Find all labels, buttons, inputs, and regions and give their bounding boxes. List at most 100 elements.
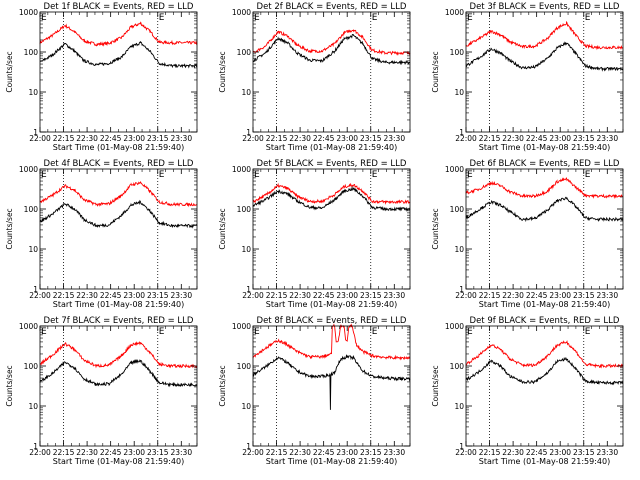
y-tick-label: 1: [459, 128, 464, 137]
corner-e-label: E: [41, 170, 47, 180]
x-tick-label: 22:15: [479, 291, 501, 300]
x-axis-label: Start Time (01-May-08 21:59:40): [53, 300, 184, 309]
x-tick-label: 23:15: [573, 291, 595, 300]
x-tick-label: 23:00: [123, 291, 145, 300]
panel-title: Det 2f BLACK = Events, RED = LLD: [257, 2, 407, 12]
y-axis-label: Counts/sec: [218, 365, 227, 406]
x-tick-label: 22:15: [53, 448, 75, 457]
corner-e-label: E: [585, 170, 591, 180]
x-tick-label: 23:15: [360, 134, 382, 143]
x-tick-label: 23:00: [549, 448, 571, 457]
x-tick-label: 22:30: [289, 448, 311, 457]
corner-e-label: E: [467, 13, 473, 23]
y-tick-label: 1: [246, 285, 251, 294]
y-tick-label: 1: [459, 285, 464, 294]
x-tick-label: 22:30: [502, 291, 524, 300]
lld-series-line: [252, 29, 411, 56]
corner-e-label: E: [467, 327, 473, 337]
x-tick-label: 22:15: [479, 448, 501, 457]
x-tick-label: 23:15: [360, 448, 382, 457]
x-tick-label: 23:15: [147, 134, 169, 143]
detector-panel-2: Det 2f BLACK = Events, RED = LLD 1 10 100 10…: [218, 2, 411, 152]
x-tick-label: 23:30: [383, 134, 405, 143]
y-axis-label: Counts/sec: [431, 365, 440, 406]
y-tick-label: 100: [237, 362, 252, 371]
detector-panel-3: Det 3f BLACK = Events, RED = LLD 1 10 100 10…: [431, 2, 624, 152]
x-tick-label: 22:00: [455, 134, 477, 143]
x-tick-label: 23:30: [170, 134, 192, 143]
lld-series-line: [39, 341, 198, 369]
events-series-line: [465, 196, 624, 223]
y-axis-label: Counts/sec: [218, 51, 227, 92]
corner-e-label: E: [467, 170, 473, 180]
y-tick-label: 10: [28, 402, 38, 411]
x-axis-label: Start Time (01-May-08 21:59:40): [53, 143, 184, 152]
x-tick-label: 22:15: [266, 134, 288, 143]
x-tick-label: 23:30: [170, 291, 192, 300]
y-tick-label: 10: [454, 402, 464, 411]
lld-series-line: [252, 182, 411, 205]
y-tick-label: 10: [241, 88, 251, 97]
y-tick-label: 1: [33, 442, 38, 451]
y-axis-label: Counts/sec: [431, 208, 440, 249]
x-tick-label: 22:45: [100, 291, 122, 300]
panel-title: Det 4f BLACK = Events, RED = LLD: [44, 159, 194, 169]
corner-e-label: E: [254, 170, 260, 180]
events-series-line: [40, 40, 198, 69]
detector-panel-1: Det 1f BLACK = Events, RED = LLD 1 10 100 10…: [5, 2, 198, 152]
x-axis-label: Start Time (01-May-08 21:59:40): [266, 300, 397, 309]
y-axis-label: Counts/sec: [218, 208, 227, 249]
y-tick-label: 1000: [19, 322, 38, 331]
y-tick-label: 10: [454, 88, 464, 97]
x-tick-label: 23:30: [596, 448, 618, 457]
y-axis-label: Counts/sec: [5, 51, 14, 92]
y-tick-label: 10: [28, 88, 38, 97]
x-tick-label: 23:00: [549, 134, 571, 143]
y-tick-label: 1: [459, 442, 464, 451]
x-tick-label: 23:30: [596, 291, 618, 300]
x-tick-label: 22:00: [242, 134, 264, 143]
y-tick-label: 10: [454, 245, 464, 254]
detector-panel-7: Det 7f BLACK = Events, RED = LLD 1 10 100 10…: [5, 316, 198, 466]
y-tick-label: 10: [28, 245, 38, 254]
events-series-line: [466, 41, 624, 72]
x-tick-label: 22:00: [29, 448, 51, 457]
x-tick-label: 22:00: [242, 448, 264, 457]
lld-series-line: [465, 340, 624, 369]
x-tick-label: 23:30: [383, 291, 405, 300]
x-axis-label: Start Time (01-May-08 21:59:40): [266, 143, 397, 152]
panel-title: Det 8f BLACK = Events, RED = LLD: [257, 316, 407, 326]
y-tick-label: 100: [450, 362, 465, 371]
panel-title: Det 3f BLACK = Events, RED = LLD: [470, 2, 620, 12]
corner-e-label: E: [41, 13, 47, 23]
corner-e-label: E: [372, 13, 378, 23]
x-tick-label: 23:00: [123, 448, 145, 457]
x-tick-label: 22:45: [100, 448, 122, 457]
corner-e-label: E: [159, 170, 165, 180]
x-axis-label: Start Time (01-May-08 21:59:40): [266, 457, 397, 466]
x-tick-label: 23:00: [336, 134, 358, 143]
x-tick-label: 23:15: [147, 291, 169, 300]
y-tick-label: 100: [24, 48, 39, 57]
panel-title: Det 5f BLACK = Events, RED = LLD: [257, 159, 407, 169]
x-tick-label: 22:30: [289, 134, 311, 143]
x-tick-label: 22:45: [313, 448, 335, 457]
x-axis-label: Start Time (01-May-08 21:59:40): [479, 300, 610, 309]
x-axis-label: Start Time (01-May-08 21:59:40): [479, 457, 610, 466]
x-tick-label: 23:00: [123, 134, 145, 143]
x-tick-label: 22:30: [502, 134, 524, 143]
events-series-line: [252, 185, 411, 212]
y-tick-label: 1000: [445, 165, 464, 174]
x-tick-label: 22:15: [479, 134, 501, 143]
x-tick-label: 23:15: [147, 448, 169, 457]
x-tick-label: 22:15: [266, 448, 288, 457]
corner-e-label: E: [159, 13, 165, 23]
y-tick-label: 10: [241, 245, 251, 254]
corner-e-label: E: [41, 327, 47, 337]
lld-series-line: [39, 21, 198, 47]
corner-e-label: E: [254, 13, 260, 23]
y-tick-label: 100: [450, 48, 465, 57]
x-tick-label: 22:00: [455, 291, 477, 300]
y-tick-label: 1000: [445, 322, 464, 331]
x-tick-label: 22:30: [289, 291, 311, 300]
